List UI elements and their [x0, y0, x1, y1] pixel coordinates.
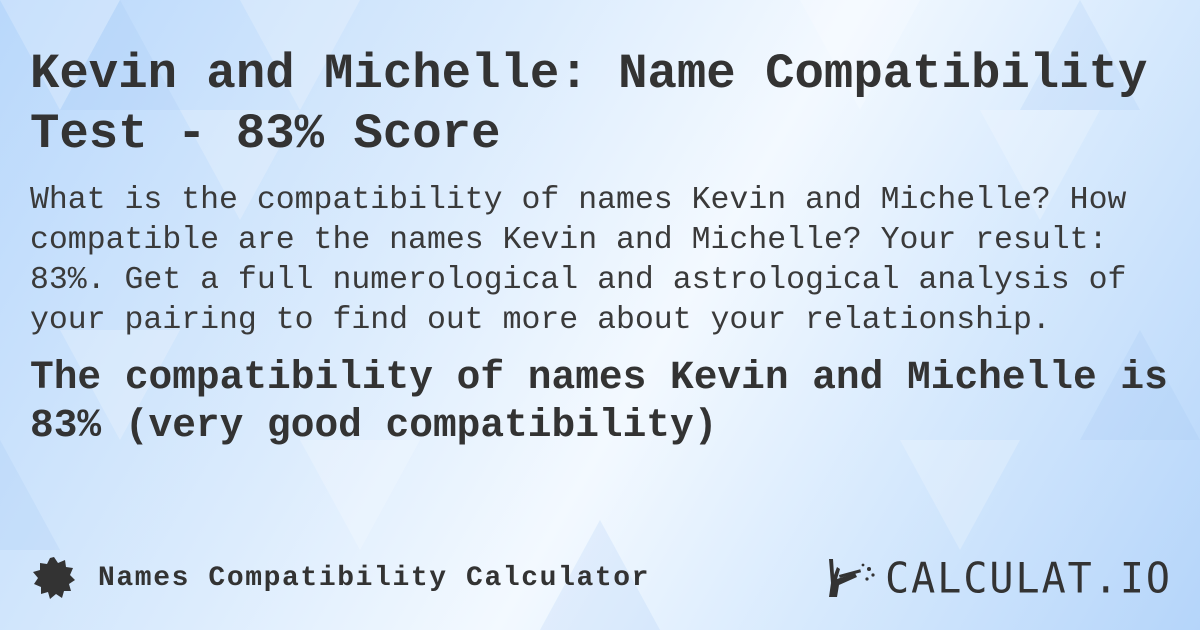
calculator-name: Names Compatibility Calculator	[98, 562, 651, 594]
seal-badge-icon	[33, 557, 75, 599]
calculat-io-logo[interactable]: CALCULAT.IO	[825, 554, 1172, 604]
page-title: Kevin and Michelle: Name Compatibility T…	[30, 46, 1148, 162]
result-heading: The compatibility of names Kevin and Mic…	[30, 355, 1168, 448]
magic-wand-hand-icon	[829, 559, 875, 597]
brand-name: CALCULAT.IO	[885, 554, 1172, 604]
calculator-label: Names Compatibility Calculator	[32, 556, 650, 600]
description: What is the compatibility of names Kevin…	[30, 183, 1127, 338]
